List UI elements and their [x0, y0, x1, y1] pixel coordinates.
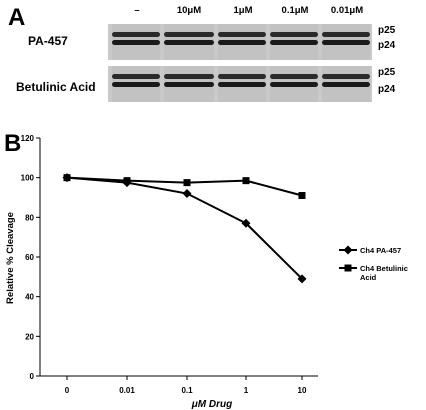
blot-lane — [218, 66, 266, 102]
concentration-label: 0.01μM — [330, 5, 364, 16]
blot-lane — [218, 24, 266, 60]
blot-lane — [112, 24, 160, 60]
legend-label: Ch4 Betulinic Acid — [360, 264, 408, 282]
concentration-label: 0.1μM — [281, 5, 309, 16]
legend-marker — [344, 264, 352, 272]
data-point — [242, 177, 250, 185]
western-blot-pa457 — [108, 24, 372, 60]
data-point — [298, 192, 306, 200]
blot-lane — [322, 66, 370, 102]
data-point — [183, 179, 191, 187]
x-tick-label: 0.01 — [119, 386, 135, 395]
panel-a-letter: A — [8, 4, 26, 31]
x-tick-labels: 0 0.01 0.1 1 10 — [65, 386, 307, 395]
concentration-label: 10μM — [176, 5, 202, 16]
blot-lane — [270, 66, 318, 102]
blot-lane — [164, 24, 214, 60]
series-pa457 — [62, 173, 307, 284]
band-label-p25: p25 — [378, 67, 396, 78]
panel-b-letter: B — [4, 130, 22, 157]
legend-label: Ch4 PA-457 — [360, 246, 401, 255]
concentration-label: – — [134, 5, 140, 16]
y-tick-label: 0 — [30, 372, 35, 381]
x-tick-label: 10 — [298, 386, 307, 395]
band-label-p25: p25 — [378, 25, 396, 36]
y-tick-label: 20 — [25, 332, 34, 341]
series-group — [62, 173, 307, 284]
x-tick-label: 0.1 — [181, 386, 193, 395]
band-label-p24: p24 — [378, 84, 396, 95]
x-tick-label: 1 — [244, 386, 249, 395]
data-point — [241, 218, 251, 228]
y-tick-labels: 0 20 40 60 80 100 120 — [21, 134, 35, 381]
y-axis-label: Relative % Cleavage — [5, 212, 16, 304]
series-betulinic-acid — [63, 174, 306, 200]
data-point — [182, 189, 192, 199]
y-tick-label: 80 — [25, 213, 34, 222]
blot-lane — [164, 66, 214, 102]
blot-lane — [322, 24, 370, 60]
y-tick-label: 60 — [25, 253, 34, 262]
row-label-pa457: PA-457 — [28, 34, 68, 48]
y-tick-label: 40 — [25, 293, 34, 302]
legend-marker — [343, 245, 353, 255]
data-point — [297, 274, 307, 284]
x-tick-label: 0 — [65, 386, 70, 395]
blot-lane — [270, 24, 318, 60]
concentration-label: 1μM — [233, 5, 253, 16]
data-point — [123, 177, 131, 185]
x-axis-label: μM Drug — [191, 399, 232, 410]
western-blot-betulinic-acid — [108, 66, 372, 102]
chart-axes — [36, 137, 318, 380]
y-tick-label: 120 — [21, 134, 35, 143]
y-tick-label: 100 — [21, 174, 35, 183]
row-label-betulinic-acid: Betulinic Acid — [16, 80, 96, 94]
legend: Ch4 PA-457 Ch4 Betulinic Acid — [339, 245, 408, 282]
band-label-p24: p24 — [378, 40, 396, 51]
blot-lane — [112, 66, 160, 102]
data-point — [63, 174, 71, 182]
